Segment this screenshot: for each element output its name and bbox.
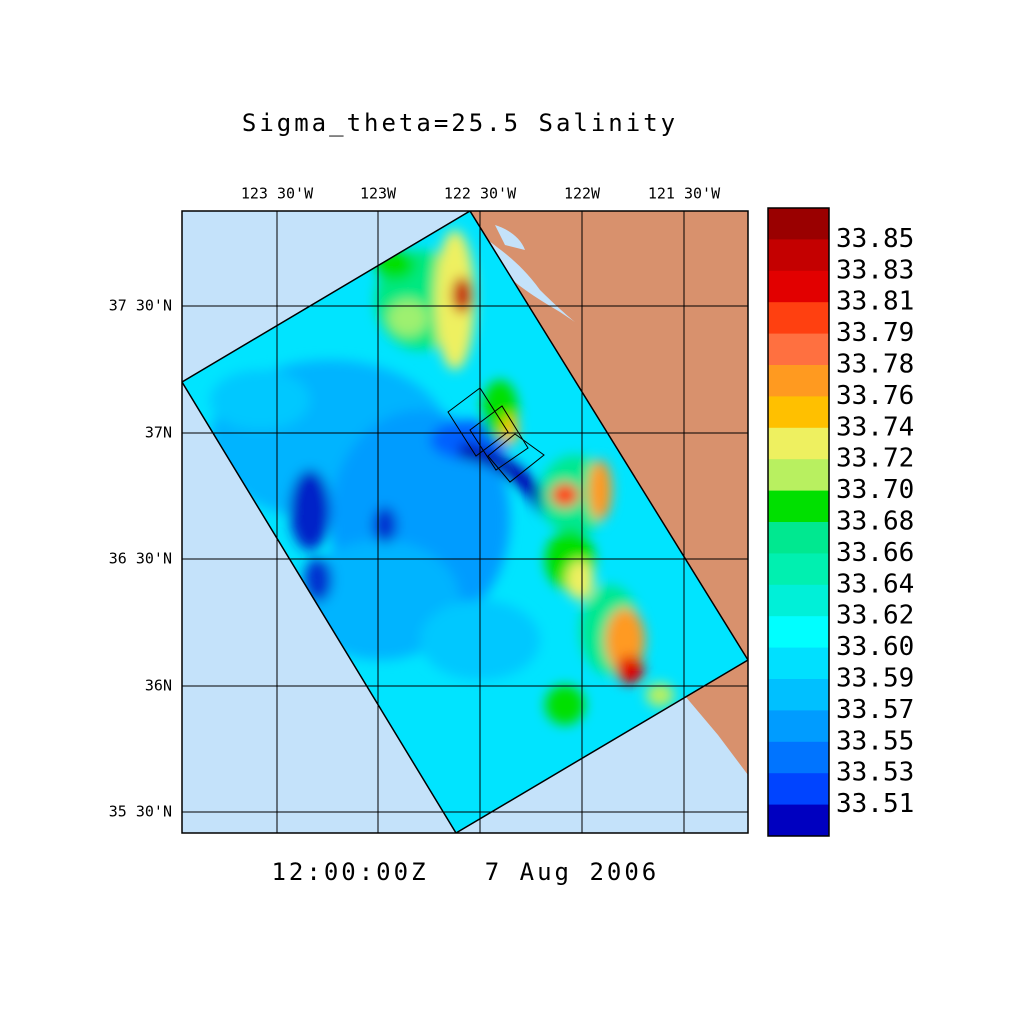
lon-label: 123W bbox=[360, 185, 397, 203]
colorbar-swatch bbox=[768, 459, 829, 492]
lon-label: 122 30'W bbox=[444, 185, 517, 203]
date: 7 Aug 2006 bbox=[485, 858, 660, 886]
lat-label: 35 30'N bbox=[109, 803, 172, 821]
colorbar-swatch bbox=[768, 522, 829, 554]
colorbar-swatch bbox=[768, 679, 829, 711]
colorbar-swatch bbox=[768, 208, 829, 240]
colorbar-label: 33.53 bbox=[836, 758, 914, 788]
colorbar-label: 33.76 bbox=[836, 381, 914, 411]
colorbar-swatch bbox=[768, 647, 829, 680]
lat-label: 36 30'N bbox=[109, 550, 172, 568]
colorbar-swatch bbox=[768, 584, 829, 617]
colorbar: 33.8533.8333.8133.7933.7833.7633.7433.72… bbox=[768, 208, 914, 837]
colorbar-label: 33.57 bbox=[836, 695, 914, 725]
colorbar-label: 33.83 bbox=[836, 255, 914, 285]
subdomains bbox=[447, 387, 545, 483]
title: Sigma_theta=25.5 Salinity bbox=[242, 109, 678, 137]
colorbar-label: 33.79 bbox=[836, 318, 914, 348]
colorbar-label: 33.66 bbox=[836, 538, 914, 568]
grid bbox=[182, 211, 748, 833]
colorbar-swatch bbox=[768, 490, 829, 523]
lat-label: 36N bbox=[145, 677, 172, 695]
colorbar-frame bbox=[767, 207, 830, 837]
colorbar-swatch bbox=[768, 427, 829, 460]
colorbar-swatch bbox=[768, 396, 829, 429]
colorbar-swatch bbox=[768, 333, 829, 366]
colorbar-label: 33.64 bbox=[836, 569, 914, 599]
colorbar-label: 33.70 bbox=[836, 475, 914, 505]
map-area bbox=[182, 211, 748, 833]
colorbar-swatch bbox=[768, 804, 829, 837]
lat-label: 37N bbox=[145, 424, 172, 442]
colorbar-swatch bbox=[768, 741, 829, 774]
colorbar-swatch bbox=[768, 302, 829, 335]
colorbar-swatch bbox=[768, 270, 829, 303]
colorbar-label: 33.72 bbox=[836, 444, 914, 474]
colorbar-label: 33.59 bbox=[836, 664, 914, 694]
colorbar-swatch bbox=[768, 710, 829, 743]
colorbar-label: 33.74 bbox=[836, 412, 914, 442]
colorbar-swatch bbox=[768, 616, 829, 649]
colorbar-label: 33.68 bbox=[836, 507, 914, 537]
colorbar-label: 33.85 bbox=[836, 224, 914, 254]
colorbar-label: 33.60 bbox=[836, 632, 914, 662]
colorbar-label: 33.55 bbox=[836, 726, 914, 756]
lon-label: 123 30'W bbox=[241, 185, 314, 203]
colorbar-label: 33.81 bbox=[836, 287, 914, 317]
colorbar-swatch bbox=[768, 553, 829, 586]
lon-label: 121 30'W bbox=[648, 185, 721, 203]
colorbar-label: 33.51 bbox=[836, 789, 914, 819]
lat-label: 37 30'N bbox=[109, 297, 172, 315]
domain-outline bbox=[182, 211, 748, 833]
map-frame bbox=[181, 210, 749, 834]
lon-label: 122W bbox=[564, 185, 601, 203]
colorbar-swatch bbox=[768, 773, 829, 806]
time: 12:00:00Z bbox=[271, 858, 428, 886]
colorbar-swatch bbox=[768, 365, 829, 397]
colorbar-label: 33.62 bbox=[836, 601, 914, 631]
colorbar-swatch bbox=[768, 239, 829, 272]
colorbar-label: 33.78 bbox=[836, 350, 914, 380]
